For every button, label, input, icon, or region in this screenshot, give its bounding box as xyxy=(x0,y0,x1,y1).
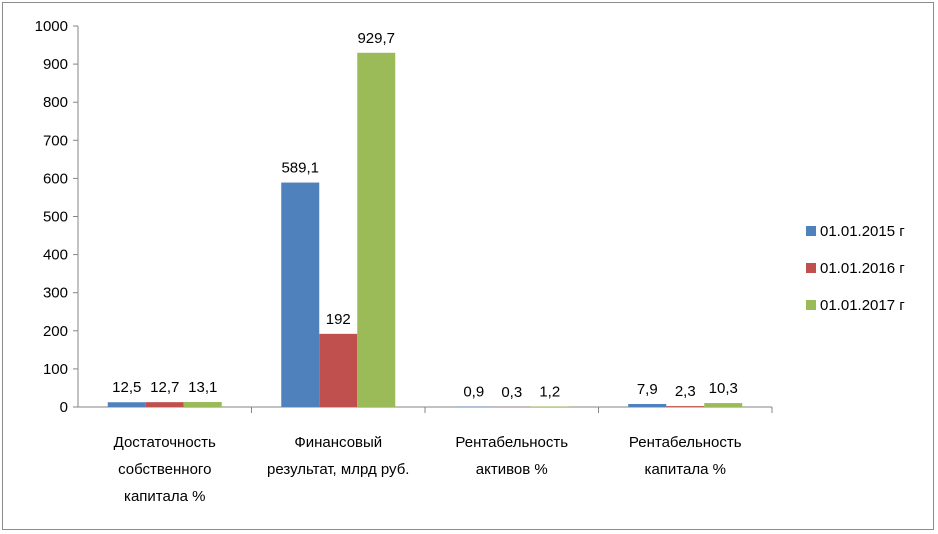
data-label: 13,1 xyxy=(188,379,217,396)
legend-label: 01.01.2017 г xyxy=(820,297,905,314)
data-label: 192 xyxy=(326,311,351,328)
legend-label: 01.01.2016 г xyxy=(820,260,905,277)
x-category-label: результат, млрд руб. xyxy=(267,461,409,478)
bar xyxy=(704,403,743,407)
legend-label: 01.01.2015 г xyxy=(820,223,905,240)
legend-swatch xyxy=(806,226,816,236)
data-label: 0,9 xyxy=(463,384,484,401)
data-label: 589,1 xyxy=(281,160,319,177)
bar xyxy=(357,52,396,407)
x-category-label: капитала % xyxy=(124,488,205,505)
y-tick-label: 800 xyxy=(43,94,68,111)
bar xyxy=(107,402,146,407)
data-label: 1,2 xyxy=(539,384,560,401)
y-tick-label: 100 xyxy=(43,361,68,378)
y-tick-label: 0 xyxy=(60,399,68,416)
x-category-label: Рентабельность xyxy=(455,434,568,451)
data-label: 12,7 xyxy=(150,379,179,396)
x-category-label: Достаточность xyxy=(114,434,216,451)
bar xyxy=(319,333,358,407)
y-tick-label: 500 xyxy=(43,209,68,226)
y-tick-label: 600 xyxy=(43,170,68,187)
legend-swatch xyxy=(806,300,816,310)
y-tick-label: 1000 xyxy=(35,18,68,35)
y-tick-label: 200 xyxy=(43,323,68,340)
bar xyxy=(666,406,705,407)
y-tick-label: 900 xyxy=(43,56,68,73)
legend-swatch xyxy=(806,263,816,273)
x-category-label: активов % xyxy=(476,461,548,478)
x-category-label: капитала % xyxy=(645,461,726,478)
data-label: 7,9 xyxy=(637,381,658,398)
bar xyxy=(628,403,667,407)
data-label: 2,3 xyxy=(675,383,696,400)
data-label: 12,5 xyxy=(112,379,141,396)
data-label: 10,3 xyxy=(709,380,738,397)
bar xyxy=(145,402,184,407)
bar xyxy=(183,402,222,407)
x-category-label: Финансовый xyxy=(294,434,382,451)
data-label: 929,7 xyxy=(357,30,395,47)
bar xyxy=(281,182,320,407)
y-tick-label: 300 xyxy=(43,285,68,302)
y-tick-label: 400 xyxy=(43,247,68,264)
data-label: 0,3 xyxy=(501,384,522,401)
x-category-label: собственного xyxy=(118,461,211,478)
y-tick-label: 700 xyxy=(43,132,68,149)
x-category-label: Рентабельность xyxy=(629,434,742,451)
